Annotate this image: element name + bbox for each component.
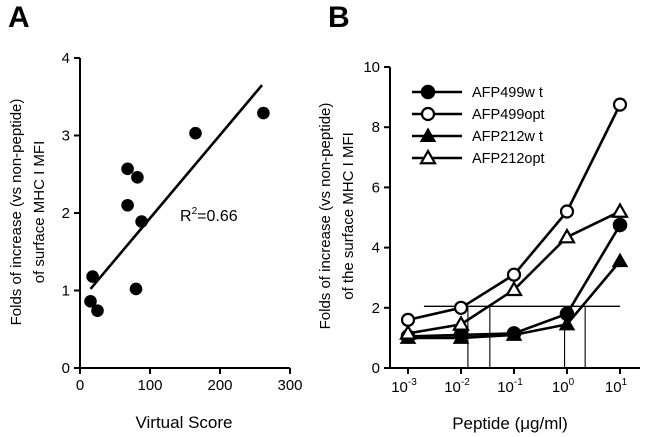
panel-b-point: [611, 252, 629, 268]
panel-a-point: [135, 215, 148, 228]
r2-base: R: [180, 208, 192, 225]
panel-b-legend: AFP499w t AFP499opt AFP212w t AFP212opt: [412, 84, 545, 167]
panel-a-point: [257, 106, 270, 120]
panel-b-point: [612, 97, 628, 112]
panel-b-point: [453, 300, 469, 315]
panel-b-letter: B: [328, 1, 350, 34]
panel-a-point: [121, 198, 134, 212]
legend-label: AFP212w t: [472, 129, 543, 145]
panel-a-ytick-label: 3: [62, 128, 70, 145]
panel-b-point: [399, 324, 417, 340]
xtick-exponent: -2: [461, 377, 470, 388]
panel-b-point: [558, 227, 576, 244]
panel-a-ytick-label: 4: [62, 50, 70, 67]
panel-a-point: [91, 304, 104, 317]
panel-a-point: [121, 162, 134, 176]
xtick-base: 10: [391, 379, 408, 396]
panel-a-xtick-label: 100: [137, 377, 162, 394]
panel-b-point: [559, 204, 575, 219]
legend-label: AFP212opt: [472, 151, 545, 167]
panel-b-point: [452, 315, 470, 331]
panel-a-axes: 0 1 2 3 4 0 100 200 300: [62, 50, 303, 394]
panel-a-r2-annotation: R2=0.66: [180, 206, 238, 225]
panel-b-point: [400, 312, 416, 327]
xlabel-suffix: g/ml): [530, 414, 568, 433]
panel-b-ylabel-line2: of the surface MHC I MFI: [340, 132, 357, 300]
panel-a-point: [131, 171, 144, 184]
panel-b-xtick-label: 100: [552, 377, 575, 396]
panel-a-ytick-label: 2: [62, 205, 70, 222]
panel-a-xtick-label: 200: [207, 377, 232, 394]
panel-b-ytick-label: 2: [372, 300, 380, 317]
panel-a-point: [86, 270, 99, 283]
panel-a-xtick-label: 300: [277, 377, 302, 394]
panel-b-point: [506, 267, 522, 282]
panel-a-xtick-label: 0: [76, 377, 84, 394]
panel-a-ylabel-line2: of surface MHC I MFI: [31, 141, 48, 284]
panel-b-point: [452, 329, 470, 344]
r2-value: =0.66: [197, 208, 238, 225]
xlabel-prefix: Peptide (: [452, 414, 520, 433]
xtick-base: 10: [605, 379, 622, 396]
panel-b: B Folds of increase (vs non-peptide) of …: [317, 1, 640, 433]
panel-b-marks: [399, 97, 629, 368]
panel-b-point: [612, 217, 628, 233]
legend-marker: [420, 84, 436, 100]
panel-a-fit-line: [89, 84, 263, 290]
panel-b-ylabel-line1: Folds of increase (vs non-peptide): [317, 103, 334, 330]
xtick-base: 10: [552, 379, 569, 396]
panel-b-xlabel: Peptide (μg/ml): [452, 414, 568, 433]
panel-b-point: [505, 280, 523, 297]
panel-a: A Folds of increase (vs non-peptide) of …: [8, 1, 303, 432]
xtick-exponent: -3: [408, 377, 417, 388]
panel-b-xtick-label: 10-3: [391, 377, 417, 396]
panel-b-ytick-label: 8: [372, 119, 380, 136]
panel-a-letter: A: [8, 1, 30, 34]
panel-b-point: [505, 326, 523, 341]
panel-a-xlabel: Virtual Score: [135, 413, 232, 432]
xtick-exponent: 0: [569, 377, 575, 388]
legend-label: AFP499w t: [472, 85, 543, 101]
xtick-exponent: -1: [514, 377, 523, 388]
panel-a-ytick-label: 1: [62, 283, 70, 300]
panel-a-ytick-label: 0: [62, 360, 70, 377]
panel-b-ytick-label: 4: [372, 240, 380, 257]
panel-a-ylabel-line1: Folds of increase (vs non-peptide): [8, 99, 25, 326]
legend-marker: [419, 127, 437, 142]
panel-b-ytick-label: 6: [372, 179, 380, 196]
xtick-exponent: 1: [622, 377, 628, 388]
panel-a-marks: [84, 84, 270, 317]
panel-a-point: [189, 126, 202, 140]
panel-b-xtick-label: 101: [605, 377, 628, 396]
xtick-base: 10: [444, 379, 461, 396]
r2-superscript: 2: [192, 206, 198, 217]
panel-b-xtick-label: 10-1: [497, 377, 523, 396]
panel-b-point: [611, 202, 629, 218]
panel-b-ytick-label: 10: [363, 59, 380, 76]
xlabel-mu: μ: [520, 414, 530, 433]
legend-marker: [419, 148, 437, 165]
panel-a-point: [129, 282, 143, 296]
panel-b-xtick-label: 10-2: [444, 377, 470, 396]
xtick-base: 10: [497, 379, 514, 396]
panel-b-point: [558, 315, 576, 331]
legend-marker: [420, 106, 436, 122]
panel-b-ytick-label: 0: [372, 360, 380, 377]
panel-a-point: [84, 295, 97, 308]
legend-label: AFP499opt: [472, 107, 545, 123]
